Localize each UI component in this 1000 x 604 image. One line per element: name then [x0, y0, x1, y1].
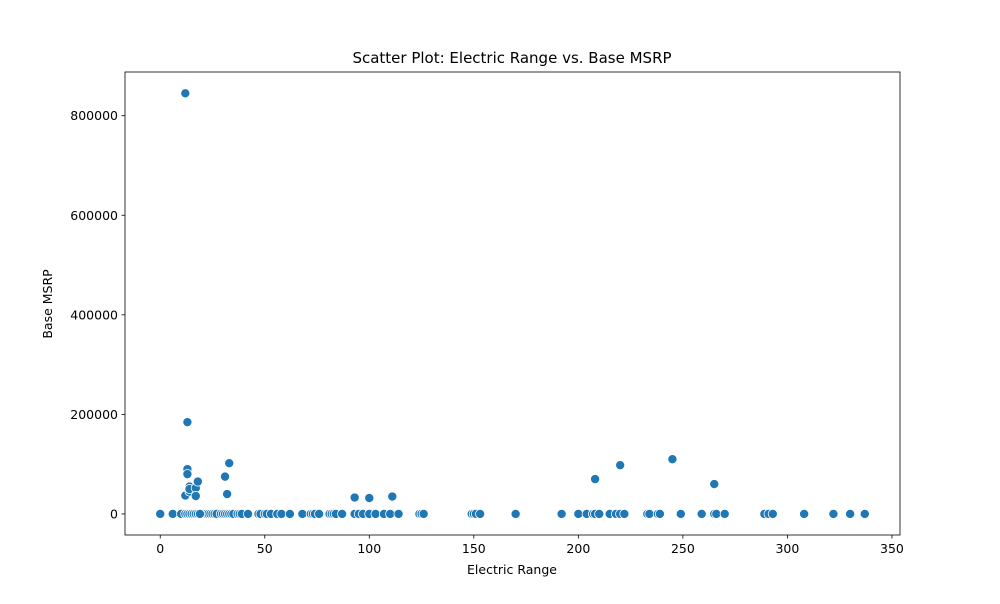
data-point [556, 508, 567, 519]
data-point [573, 508, 584, 519]
data-point [190, 491, 201, 502]
data-point [615, 460, 626, 471]
data-point [182, 417, 193, 428]
x-tick-label: 150 [462, 541, 486, 556]
data-point [667, 454, 678, 465]
data-point [654, 508, 665, 519]
data-points [155, 88, 870, 519]
y-tick-label: 400000 [70, 307, 118, 322]
data-point [619, 508, 630, 519]
data-point [224, 458, 235, 469]
data-point [284, 508, 295, 519]
data-point [314, 508, 325, 519]
data-point [709, 479, 720, 490]
data-point [194, 508, 205, 519]
data-point [387, 491, 398, 502]
y-tick-label: 200000 [70, 407, 118, 422]
data-point [845, 508, 856, 519]
data-point [192, 476, 203, 487]
data-point [859, 508, 870, 519]
data-point [220, 471, 231, 482]
data-point [644, 508, 655, 519]
chart-title: Scatter Plot: Electric Range vs. Base MS… [352, 49, 671, 67]
data-point [393, 508, 404, 519]
data-point [711, 508, 722, 519]
data-point [475, 508, 486, 519]
y-axis-label: Base MSRP [40, 269, 55, 339]
data-point [594, 508, 605, 519]
data-point [799, 508, 810, 519]
y-tick-label: 600000 [70, 208, 118, 223]
data-point [243, 508, 254, 519]
data-point [182, 469, 193, 480]
x-tick-label: 250 [671, 541, 695, 556]
data-point [167, 508, 178, 519]
data-point [510, 508, 521, 519]
data-point [297, 508, 308, 519]
x-tick-label: 50 [257, 541, 273, 556]
data-point [370, 508, 381, 519]
data-point [828, 508, 839, 519]
data-point [337, 508, 348, 519]
x-tick-label: 200 [566, 541, 590, 556]
data-point [385, 508, 396, 519]
data-point [719, 508, 730, 519]
y-tick-label: 800000 [70, 108, 118, 123]
y-tick-label: 0 [110, 506, 118, 521]
x-tick-label: 350 [880, 541, 904, 556]
plot-frame [124, 71, 901, 536]
data-point [418, 508, 429, 519]
x-axis-label: Electric Range [467, 562, 557, 577]
data-point [696, 508, 707, 519]
data-point [364, 493, 375, 504]
data-point [180, 88, 191, 99]
x-tick-label: 300 [775, 541, 799, 556]
data-point [349, 492, 360, 503]
data-point [276, 508, 287, 519]
data-point [675, 508, 686, 519]
data-point [590, 474, 601, 485]
x-tick-label: 0 [156, 541, 164, 556]
x-tick-label: 100 [357, 541, 381, 556]
data-point [767, 508, 778, 519]
axes: 0 50 100 150 200 250 300 350 0 200000 400000 600000… [70, 71, 904, 556]
data-point [155, 508, 166, 519]
data-point [222, 489, 233, 500]
